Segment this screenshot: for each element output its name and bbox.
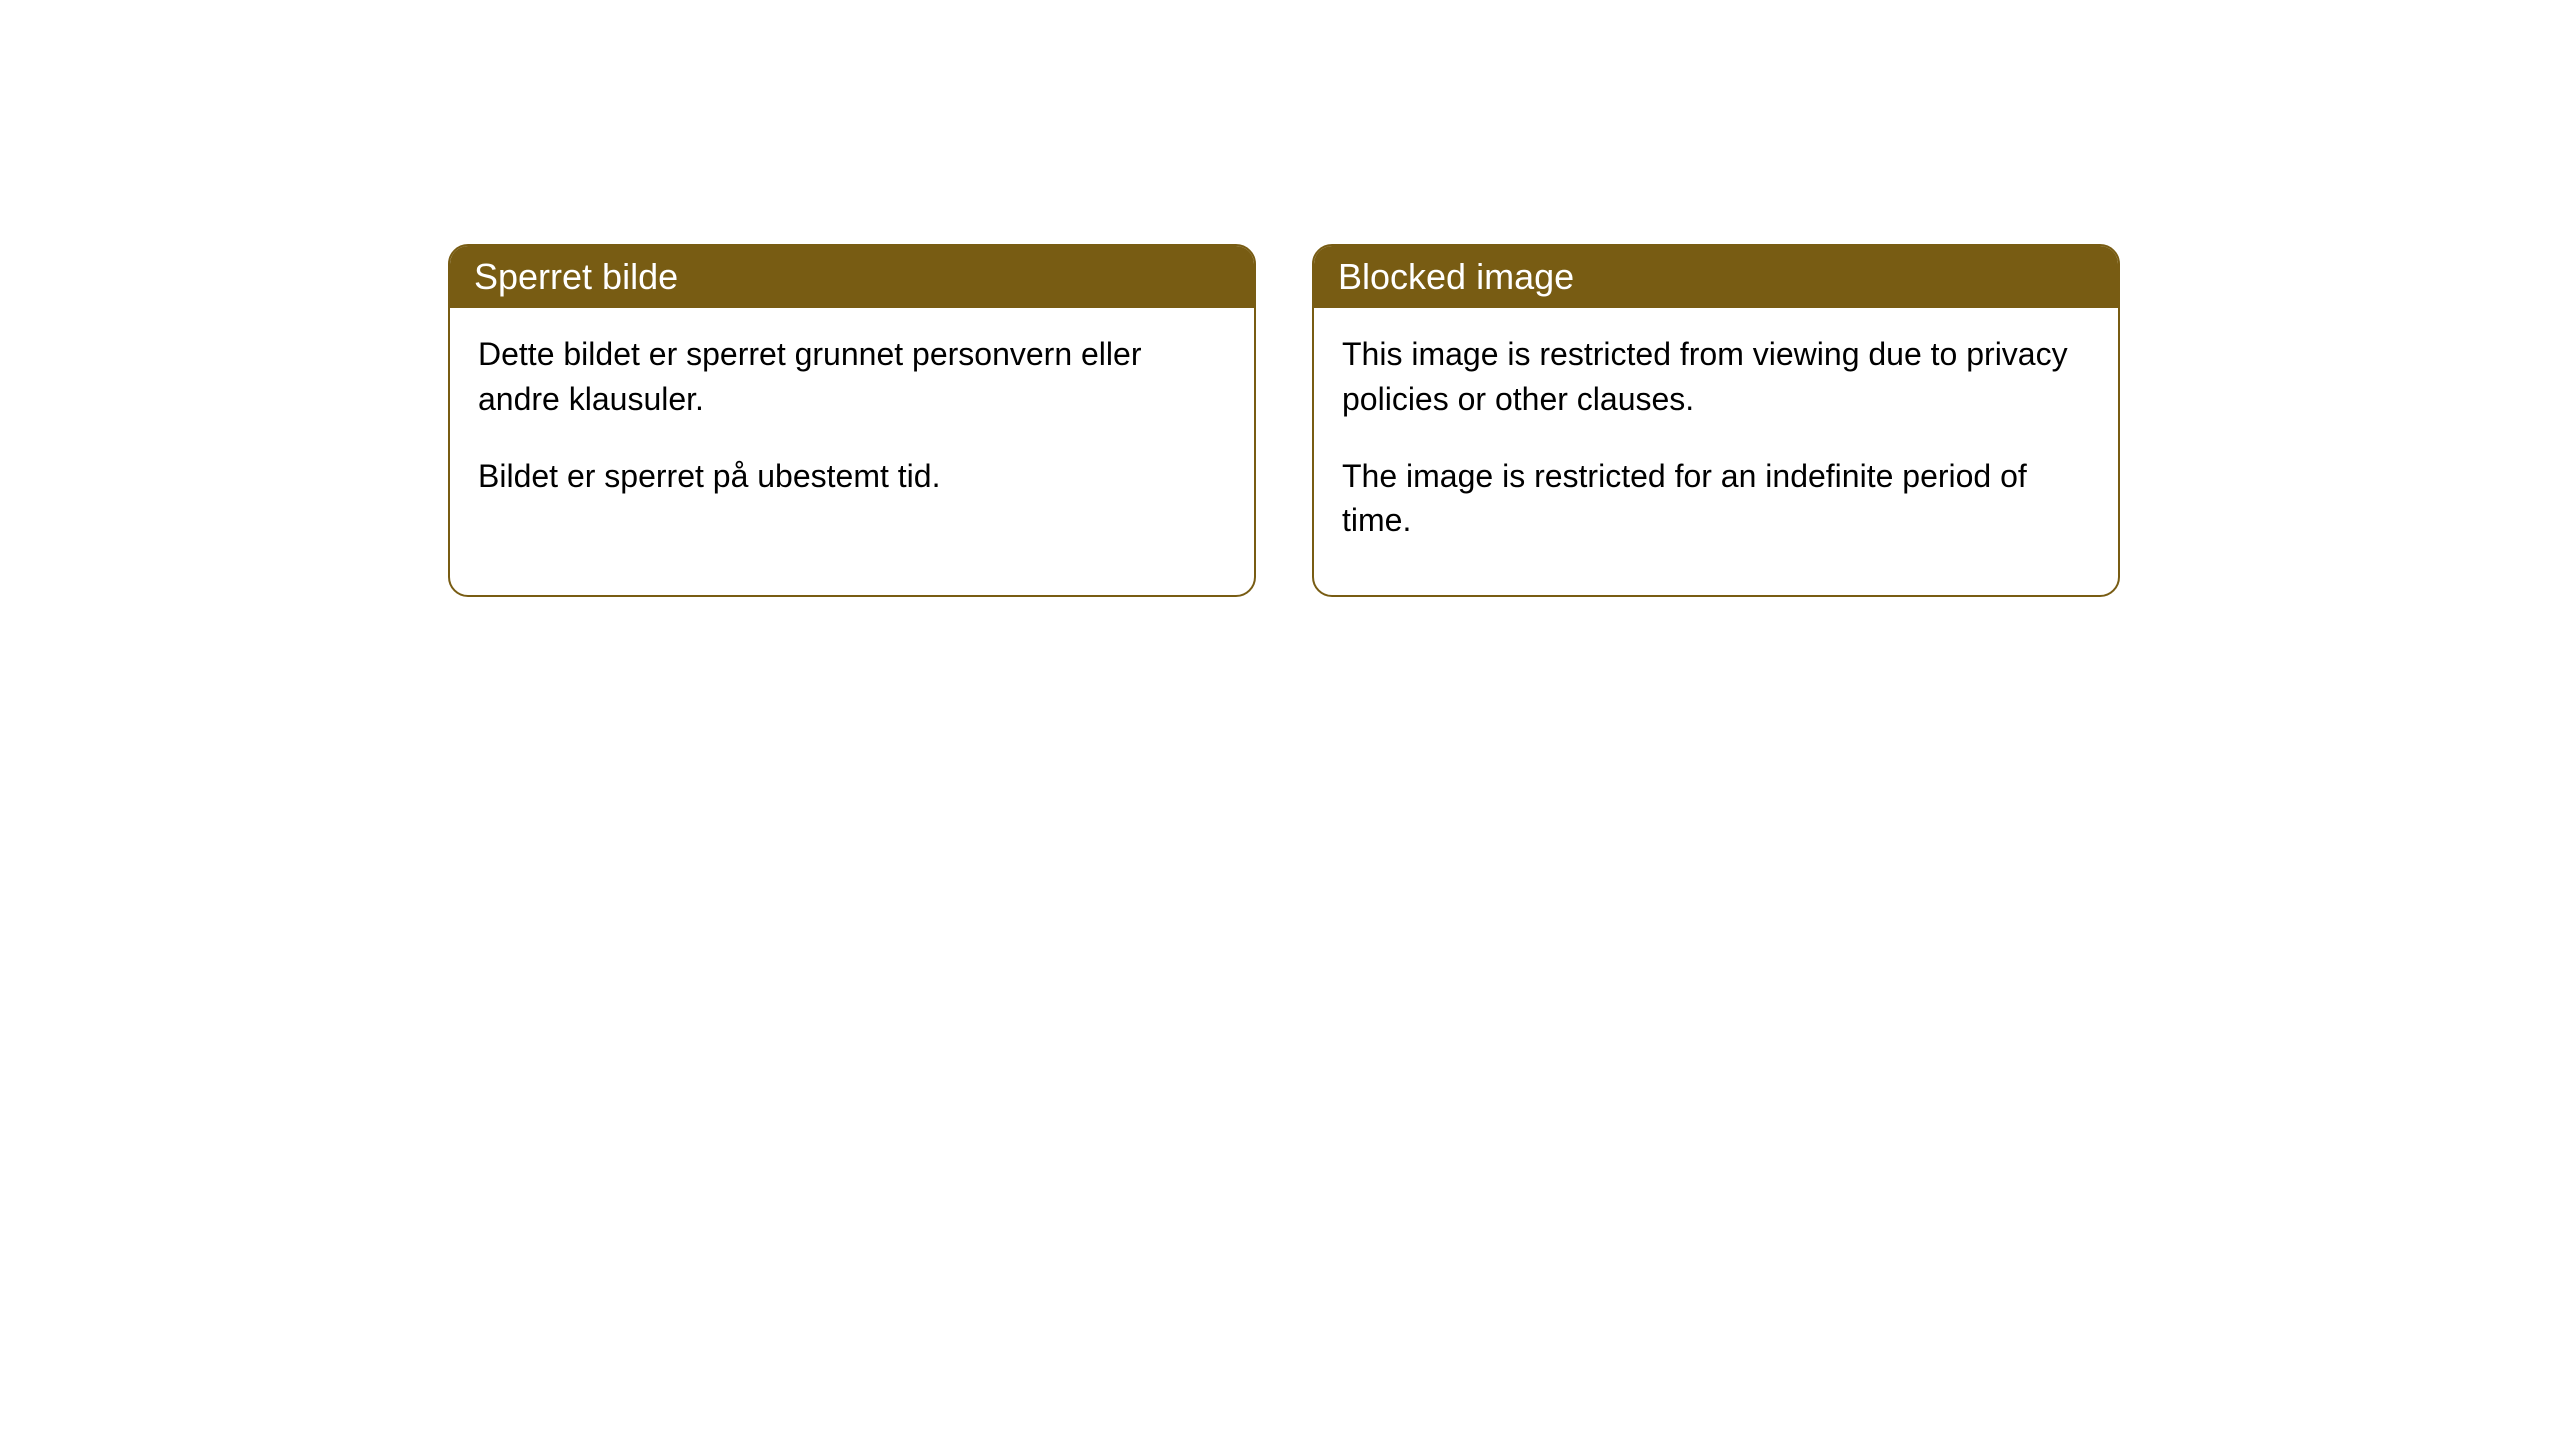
card-text-norwegian-2: Bildet er sperret på ubestemt tid. [478, 454, 1226, 499]
card-header-norwegian: Sperret bilde [450, 246, 1254, 308]
card-body-norwegian: Dette bildet er sperret grunnet personve… [450, 308, 1254, 550]
blocked-image-card-english: Blocked image This image is restricted f… [1312, 244, 2120, 597]
card-body-english: This image is restricted from viewing du… [1314, 308, 2118, 595]
card-header-english: Blocked image [1314, 246, 2118, 308]
card-text-norwegian-1: Dette bildet er sperret grunnet personve… [478, 332, 1226, 422]
notice-cards-container: Sperret bilde Dette bildet er sperret gr… [448, 244, 2120, 597]
card-text-english-1: This image is restricted from viewing du… [1342, 332, 2090, 422]
card-text-english-2: The image is restricted for an indefinit… [1342, 454, 2090, 544]
blocked-image-card-norwegian: Sperret bilde Dette bildet er sperret gr… [448, 244, 1256, 597]
